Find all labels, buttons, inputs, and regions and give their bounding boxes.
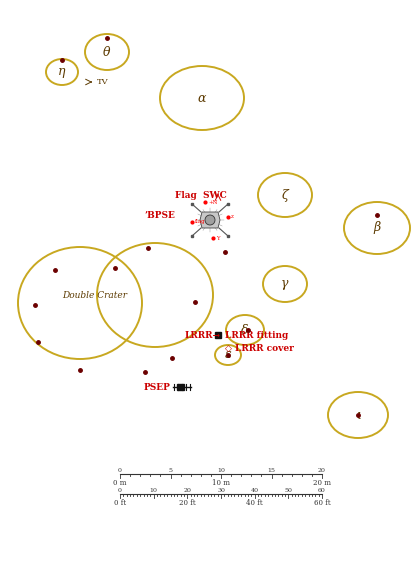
Text: 0: 0 bbox=[118, 487, 122, 492]
Bar bbox=[177, 384, 184, 390]
Text: θ: θ bbox=[103, 46, 111, 58]
Text: δ: δ bbox=[241, 324, 249, 337]
Text: 15: 15 bbox=[267, 468, 276, 473]
Text: Y: Y bbox=[216, 235, 220, 241]
Text: LRRR fitting: LRRR fitting bbox=[225, 332, 288, 341]
Text: ζ: ζ bbox=[282, 188, 288, 202]
Text: η: η bbox=[58, 66, 66, 79]
Text: 20: 20 bbox=[318, 468, 326, 473]
Text: γ: γ bbox=[281, 278, 289, 291]
Text: 10 m: 10 m bbox=[212, 479, 230, 487]
Text: 20 m: 20 m bbox=[313, 479, 331, 487]
Text: ◇ LRRR cover: ◇ LRRR cover bbox=[225, 343, 294, 352]
Polygon shape bbox=[200, 212, 220, 228]
Text: 40 ft: 40 ft bbox=[246, 499, 263, 507]
Text: 40: 40 bbox=[251, 487, 259, 492]
Text: ε: ε bbox=[225, 348, 231, 361]
Text: flag: flag bbox=[195, 220, 206, 224]
Text: α: α bbox=[198, 92, 206, 105]
Text: 5: 5 bbox=[168, 468, 173, 473]
Text: 0 ft: 0 ft bbox=[114, 499, 126, 507]
Text: ’BPSE: ’BPSE bbox=[145, 211, 176, 220]
Text: 60 ft: 60 ft bbox=[314, 499, 330, 507]
Text: β: β bbox=[373, 221, 380, 234]
Text: 10: 10 bbox=[217, 468, 225, 473]
Circle shape bbox=[205, 215, 215, 225]
Text: 10: 10 bbox=[150, 487, 158, 492]
Text: Flag  SWC: Flag SWC bbox=[175, 191, 227, 200]
Text: 0 m: 0 m bbox=[113, 479, 127, 487]
Text: ι: ι bbox=[356, 409, 360, 422]
Text: +N: +N bbox=[208, 200, 217, 205]
Text: 60: 60 bbox=[318, 487, 326, 492]
Text: TV: TV bbox=[97, 78, 109, 86]
Text: 20 ft: 20 ft bbox=[179, 499, 196, 507]
Text: 30: 30 bbox=[217, 487, 225, 492]
Bar bbox=[215, 332, 221, 338]
Text: Double Crater: Double Crater bbox=[62, 291, 127, 300]
Text: 20: 20 bbox=[184, 487, 191, 492]
Text: 50: 50 bbox=[285, 487, 292, 492]
Text: z: z bbox=[231, 215, 234, 220]
Text: LRRR→: LRRR→ bbox=[185, 332, 221, 341]
Text: 0: 0 bbox=[118, 468, 122, 473]
Text: PSEP: PSEP bbox=[143, 383, 170, 392]
